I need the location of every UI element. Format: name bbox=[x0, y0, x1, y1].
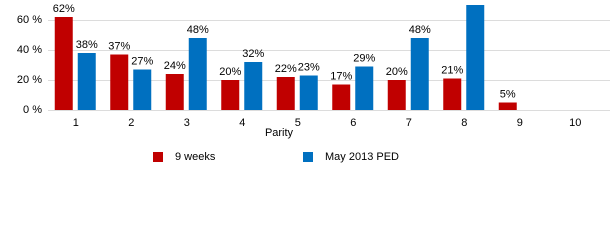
bar bbox=[165, 74, 184, 110]
data-label: 24% bbox=[164, 60, 186, 72]
x-tick-label: 3 bbox=[184, 117, 190, 129]
data-label: 38% bbox=[76, 39, 98, 51]
legend-swatch bbox=[303, 152, 313, 162]
data-label: 5% bbox=[500, 88, 516, 100]
bar bbox=[188, 38, 207, 110]
bar bbox=[244, 62, 263, 110]
bar bbox=[443, 78, 462, 110]
data-label: 20% bbox=[386, 66, 408, 78]
data-label: 29% bbox=[353, 52, 375, 64]
data-label: 21% bbox=[441, 64, 463, 76]
data-label: 32% bbox=[242, 48, 264, 60]
bar bbox=[299, 75, 318, 110]
legend-label: May 2013 PED bbox=[325, 151, 399, 163]
bar bbox=[410, 38, 429, 110]
legend-swatch bbox=[153, 152, 163, 162]
bar bbox=[133, 69, 152, 110]
x-tick-label: 1 bbox=[73, 117, 79, 129]
bar bbox=[387, 80, 406, 110]
x-tick-label: 4 bbox=[239, 117, 245, 129]
x-tick-label: 8 bbox=[461, 117, 467, 129]
bar bbox=[332, 84, 351, 110]
y-tick-label: 0 % bbox=[23, 104, 42, 116]
data-label: 62% bbox=[53, 3, 75, 15]
bar bbox=[54, 17, 73, 110]
bar bbox=[77, 53, 96, 110]
data-label: 23% bbox=[298, 61, 320, 73]
data-label: 20% bbox=[219, 66, 241, 78]
x-tick-label: 7 bbox=[406, 117, 412, 129]
x-tick-label: 5 bbox=[295, 117, 301, 129]
y-tick-label: 40 % bbox=[17, 44, 42, 56]
bar bbox=[276, 77, 295, 110]
x-tick-label: 6 bbox=[350, 117, 356, 129]
data-label: 22% bbox=[275, 63, 297, 75]
x-tick-label: 2 bbox=[128, 117, 134, 129]
data-label: 37% bbox=[108, 40, 130, 52]
bar bbox=[498, 102, 517, 110]
y-tick-label: 20 % bbox=[17, 74, 42, 86]
bar bbox=[466, 5, 485, 110]
x-axis-label: Parity bbox=[265, 127, 294, 139]
x-tick-label: 9 bbox=[517, 117, 523, 129]
legend-label: 9 weeks bbox=[175, 151, 216, 163]
bar bbox=[355, 66, 374, 110]
data-label: 27% bbox=[131, 55, 153, 67]
bar bbox=[110, 54, 129, 110]
bar bbox=[221, 80, 240, 110]
data-label: 17% bbox=[330, 70, 352, 82]
x-tick-label: 10 bbox=[569, 117, 581, 129]
data-label: 48% bbox=[409, 24, 431, 36]
y-tick-label: 60 % bbox=[17, 14, 42, 26]
data-label: 48% bbox=[187, 24, 209, 36]
chart: Parity 0 % 20 % 40 % 60 % 1 62% 38% 2 37%27% 3 24%… bbox=[17, 3, 610, 163]
